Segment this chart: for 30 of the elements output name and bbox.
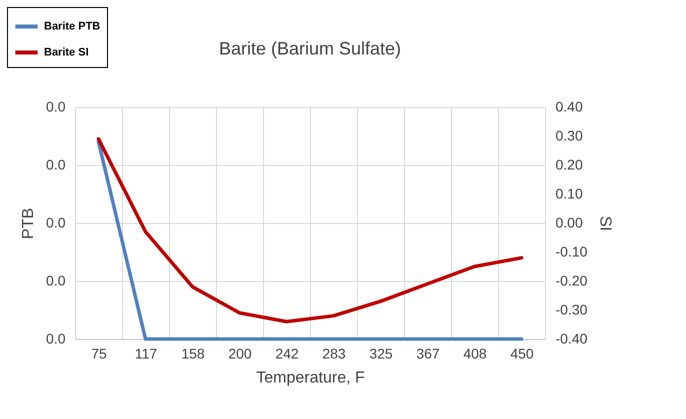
- x-tick-label: 367: [416, 346, 440, 362]
- y-tick-label: 0.0: [46, 214, 66, 230]
- x-tick-label: 283: [322, 346, 346, 362]
- y2-tick-label: 0.20: [556, 156, 583, 172]
- x-tick-label: 408: [463, 346, 487, 362]
- y-axis-title: PTB: [20, 208, 38, 240]
- chart-title: Barite (Barium Sulfate): [218, 38, 402, 58]
- x-tick-label: 200: [228, 346, 252, 362]
- y2-axis-title: SI: [596, 216, 614, 232]
- y-tick-label: 0.0: [46, 330, 66, 346]
- x-tick-label: 450: [510, 346, 534, 362]
- x-tick-label: 158: [181, 346, 205, 362]
- y2-tick-label: 0.10: [556, 186, 583, 202]
- x-axis-title: Temperature, F: [256, 370, 365, 386]
- y2-tick-label: -0.10: [556, 244, 588, 260]
- y2-tick-label: -0.30: [556, 302, 588, 318]
- legend-label: Barite PTB: [44, 20, 100, 32]
- y2-tick-label: -0.40: [556, 330, 588, 346]
- y2-tick-label: 0.30: [556, 128, 583, 144]
- x-tick-label: 242: [275, 346, 299, 362]
- legend-label: Barite SI: [44, 46, 89, 58]
- x-tick-label: 75: [91, 346, 107, 362]
- y-tick-label: 0.0: [46, 156, 66, 172]
- x-tick-label: 325: [369, 346, 393, 362]
- y-tick-label: 0.0: [46, 98, 66, 114]
- x-tick-label: 117: [134, 346, 158, 362]
- y2-tick-label: -0.20: [556, 272, 588, 288]
- y-tick-label: 0.0: [46, 272, 66, 288]
- y2-tick-label: 0.40: [556, 98, 583, 114]
- y2-tick-label: 0.00: [556, 214, 583, 230]
